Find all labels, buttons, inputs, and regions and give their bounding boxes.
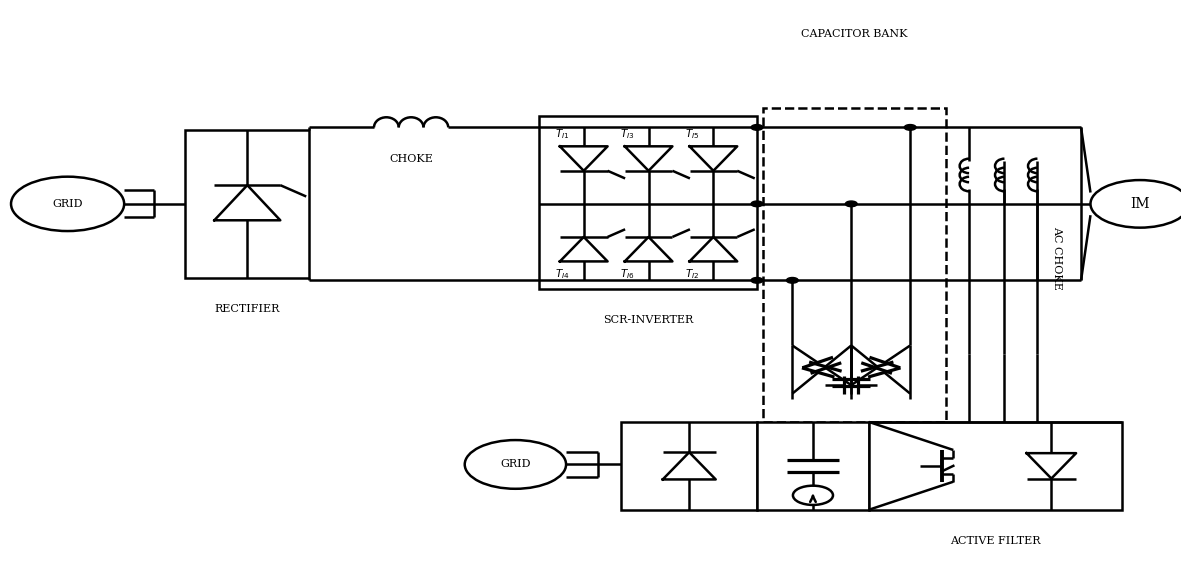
Text: AC CHOKE: AC CHOKE bbox=[1053, 226, 1062, 289]
Text: IM: IM bbox=[1131, 197, 1150, 211]
Circle shape bbox=[845, 201, 857, 206]
Text: $T_{I2}$: $T_{I2}$ bbox=[686, 267, 700, 281]
Text: $T_{I4}$: $T_{I4}$ bbox=[555, 267, 570, 281]
Circle shape bbox=[786, 277, 798, 283]
Text: $T_{I1}$: $T_{I1}$ bbox=[555, 127, 570, 141]
Text: GRID: GRID bbox=[52, 199, 83, 209]
Bar bbox=[762, 108, 946, 422]
Text: $T_{I5}$: $T_{I5}$ bbox=[686, 127, 700, 141]
Bar bbox=[539, 116, 757, 289]
Bar bbox=[186, 130, 309, 277]
Text: RECTIFIER: RECTIFIER bbox=[214, 304, 279, 313]
Text: CAPACITOR BANK: CAPACITOR BANK bbox=[800, 30, 907, 39]
Bar bbox=[757, 422, 869, 510]
Circle shape bbox=[751, 201, 762, 206]
Circle shape bbox=[905, 125, 916, 130]
Text: ACTIVE FILTER: ACTIVE FILTER bbox=[951, 536, 1041, 546]
Bar bbox=[622, 422, 757, 510]
Text: CHOKE: CHOKE bbox=[390, 153, 433, 164]
Circle shape bbox=[751, 125, 762, 130]
Bar bbox=[869, 422, 1122, 510]
Text: GRID: GRID bbox=[500, 459, 530, 470]
Circle shape bbox=[751, 277, 762, 283]
Text: SCR-INVERTER: SCR-INVERTER bbox=[603, 315, 693, 325]
Text: $T_{I6}$: $T_{I6}$ bbox=[620, 267, 635, 281]
Text: $T_{I3}$: $T_{I3}$ bbox=[620, 127, 635, 141]
